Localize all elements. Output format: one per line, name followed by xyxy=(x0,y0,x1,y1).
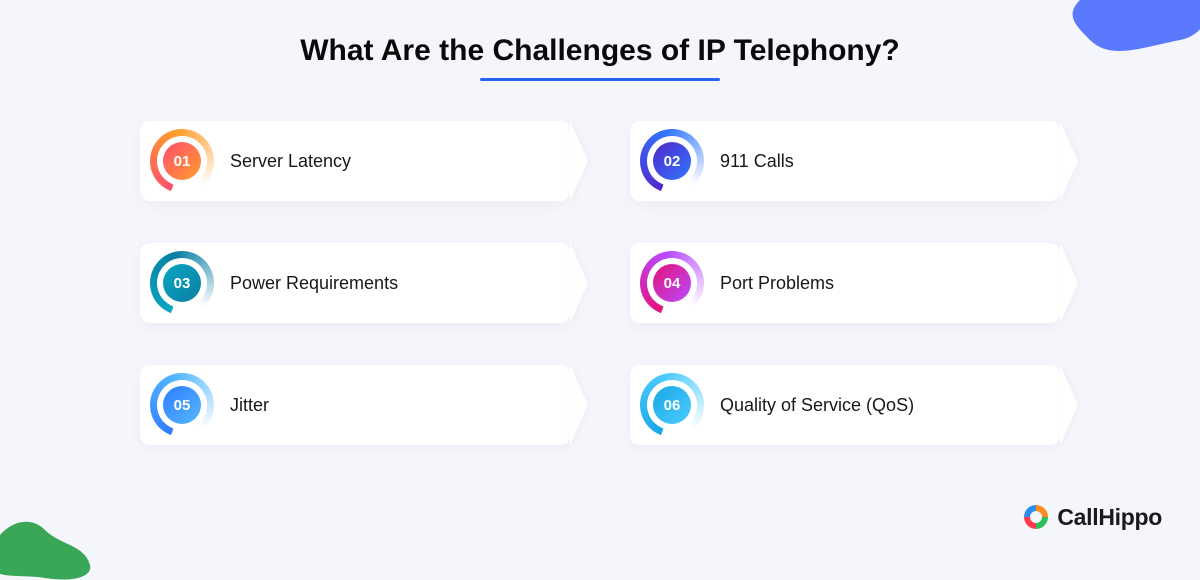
challenge-card: 01 Server Latency xyxy=(140,121,570,201)
challenge-card: 06 Quality of Service (QoS) xyxy=(630,365,1060,445)
badge-number: 03 xyxy=(163,264,201,302)
corner-decoration-bottom-left xyxy=(0,490,95,580)
challenge-label: Server Latency xyxy=(230,151,351,172)
challenge-label: Power Requirements xyxy=(230,273,398,294)
title-underline xyxy=(480,78,720,81)
badge-number: 06 xyxy=(653,386,691,424)
challenge-label: 911 Calls xyxy=(720,151,794,172)
logo-text: CallHippo xyxy=(1057,504,1162,531)
number-badge: 04 xyxy=(640,251,704,315)
corner-decoration-top-right xyxy=(1070,0,1200,60)
badge-number: 01 xyxy=(163,142,201,180)
badge-number: 05 xyxy=(163,386,201,424)
challenge-card: 04 Port Problems xyxy=(630,243,1060,323)
brand-logo: CallHippo xyxy=(1021,502,1162,532)
page-title: What Are the Challenges of IP Telephony? xyxy=(0,0,1200,68)
logo-mark-icon xyxy=(1021,502,1051,532)
number-badge: 01 xyxy=(150,129,214,193)
number-badge: 02 xyxy=(640,129,704,193)
challenge-label: Jitter xyxy=(230,395,269,416)
challenge-card: 05 Jitter xyxy=(140,365,570,445)
badge-number: 04 xyxy=(653,264,691,302)
number-badge: 03 xyxy=(150,251,214,315)
challenges-grid: 01 Server Latency 02 911 Calls 03 Power Requi… xyxy=(140,121,1060,445)
badge-number: 02 xyxy=(653,142,691,180)
challenge-card: 03 Power Requirements xyxy=(140,243,570,323)
number-badge: 05 xyxy=(150,373,214,437)
challenge-label: Quality of Service (QoS) xyxy=(720,395,914,416)
challenge-label: Port Problems xyxy=(720,273,834,294)
number-badge: 06 xyxy=(640,373,704,437)
challenge-card: 02 911 Calls xyxy=(630,121,1060,201)
